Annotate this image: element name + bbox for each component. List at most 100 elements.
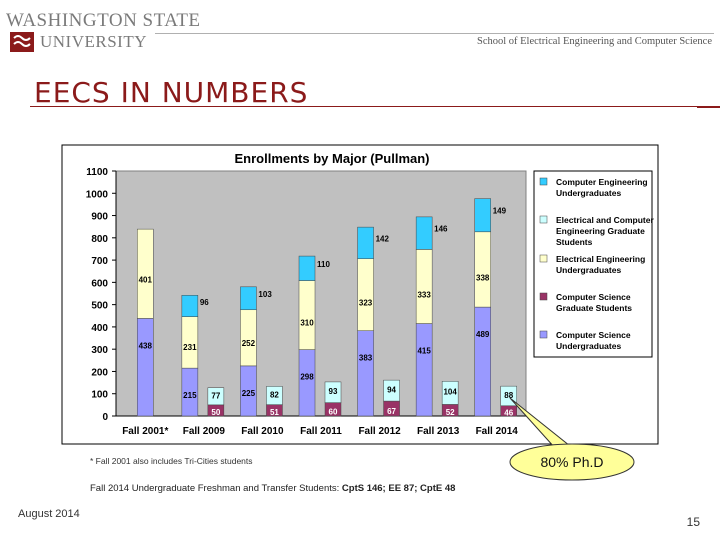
title-underline-accent — [697, 106, 720, 108]
data-label: 52 — [446, 408, 455, 417]
slide-date: August 2014 — [18, 508, 80, 520]
data-label: 323 — [359, 299, 373, 308]
legend-label: Computer Engineering Undergraduates — [556, 177, 648, 198]
x-tick-label: Fall 2011 — [300, 426, 342, 437]
y-tick-label: 1000 — [86, 189, 109, 200]
bar-segment — [266, 386, 283, 405]
data-label: 46 — [504, 408, 513, 417]
bar-segment — [415, 249, 433, 324]
bar-segment — [207, 387, 225, 406]
bar-segment — [240, 309, 257, 367]
data-label: 96 — [200, 298, 209, 307]
freshman-note-counts: CptS 146; EE 87; CptE 48 — [341, 483, 456, 494]
y-tick-label: 500 — [91, 301, 108, 312]
data-label: 383 — [359, 354, 373, 363]
legend-swatch — [539, 177, 548, 186]
data-label: 215 — [183, 391, 197, 400]
legend-label: Electrical and Computer Engineering Gradu… — [556, 215, 654, 247]
data-label: 338 — [476, 274, 490, 283]
bar-segment — [441, 381, 459, 405]
legend-swatch — [539, 254, 548, 263]
y-tick-label: 700 — [91, 256, 108, 267]
data-label: 333 — [417, 291, 431, 300]
header-divider — [155, 33, 714, 34]
legend-box — [533, 170, 653, 358]
bar-segment — [383, 379, 400, 402]
y-tick-label: 0 — [102, 412, 108, 423]
cougar-seal-icon — [10, 32, 34, 52]
bar-segment — [324, 381, 342, 403]
bar-segment — [357, 258, 374, 331]
x-tick-label: Fall 2014 — [476, 426, 519, 437]
legend-label: Computer Science Graduate Students — [556, 292, 632, 313]
callout-text: 80% Ph.D — [540, 454, 603, 470]
chart-title: Enrollments by Major (Pullman) — [234, 151, 429, 166]
data-label: 225 — [242, 389, 256, 398]
data-label: 149 — [493, 207, 507, 216]
y-tick-label: 800 — [91, 234, 108, 245]
legend-label: Computer Science Undergraduates — [556, 330, 631, 351]
bar-segment — [181, 295, 199, 317]
y-tick-label: 100 — [91, 390, 108, 401]
university-name-line2: UNIVERSITY — [40, 32, 147, 51]
plot-area — [115, 170, 527, 417]
bar-segment — [298, 349, 316, 417]
bar-segment — [474, 198, 491, 233]
data-label: 94 — [387, 386, 396, 395]
data-label: 77 — [211, 391, 220, 400]
bar-segment — [357, 330, 374, 417]
bar-segment — [137, 228, 154, 319]
data-label: 103 — [258, 290, 272, 299]
university-name-line1: WASHINGTON STATE — [6, 10, 201, 31]
bar-segment — [298, 255, 316, 281]
data-label: 82 — [270, 391, 279, 400]
x-tick-label: Fall 2009 — [183, 426, 226, 437]
data-label: 231 — [183, 343, 197, 352]
y-tick-label: 1100 — [86, 167, 108, 178]
school-name: School of Electrical Engineering and Com… — [476, 36, 712, 47]
bar-segment — [415, 323, 433, 417]
data-label: 104 — [443, 388, 457, 397]
data-label: 310 — [300, 318, 314, 327]
bar-segment — [298, 280, 316, 350]
x-tick-label: Fall 2013 — [417, 426, 460, 437]
university-logo: WASHINGTON STATE UNIVERSITY — [6, 10, 200, 52]
data-label: 60 — [329, 407, 338, 416]
data-label: 93 — [329, 387, 338, 396]
legend-label: Electrical Engineering Undergraduates — [556, 254, 645, 275]
bar-segment — [415, 216, 433, 250]
legend-swatch — [539, 215, 548, 224]
footnote: * Fall 2001 also includes Tri-Cities stu… — [90, 456, 253, 466]
data-label: 298 — [300, 373, 314, 382]
data-label: 146 — [434, 225, 448, 234]
data-label: 110 — [317, 260, 330, 269]
data-label: 252 — [242, 339, 256, 348]
y-tick-label: 400 — [91, 323, 108, 334]
x-tick-label: Fall 2010 — [241, 426, 284, 437]
legend-swatch — [539, 292, 548, 301]
data-label: 88 — [504, 391, 513, 400]
data-label: 438 — [139, 341, 153, 350]
data-label: 50 — [211, 408, 220, 417]
callout-bubble — [509, 443, 635, 481]
data-label: 51 — [270, 408, 279, 417]
page-number: 15 — [686, 515, 700, 529]
y-tick-label: 900 — [91, 212, 108, 223]
bar-segment — [474, 306, 491, 417]
data-label: 401 — [139, 276, 153, 285]
freshman-note-prefix: Fall 2014 Undergraduate Freshman and Tra… — [90, 483, 342, 494]
data-label: 142 — [376, 234, 390, 243]
x-tick-label: Fall 2012 — [358, 426, 401, 437]
y-tick-label: 200 — [91, 367, 108, 378]
data-label: 489 — [476, 330, 490, 339]
bar-segment — [357, 226, 374, 260]
title-underline — [30, 106, 700, 107]
slide-title: EECS IN NUMBERS — [34, 76, 309, 109]
freshman-note: Fall 2014 Undergraduate Freshman and Tra… — [90, 483, 455, 494]
bar-segment — [240, 286, 257, 311]
data-label: 415 — [417, 347, 431, 356]
y-tick-label: 600 — [91, 278, 108, 289]
legend-swatch — [539, 330, 548, 339]
bar-segment — [137, 318, 154, 417]
